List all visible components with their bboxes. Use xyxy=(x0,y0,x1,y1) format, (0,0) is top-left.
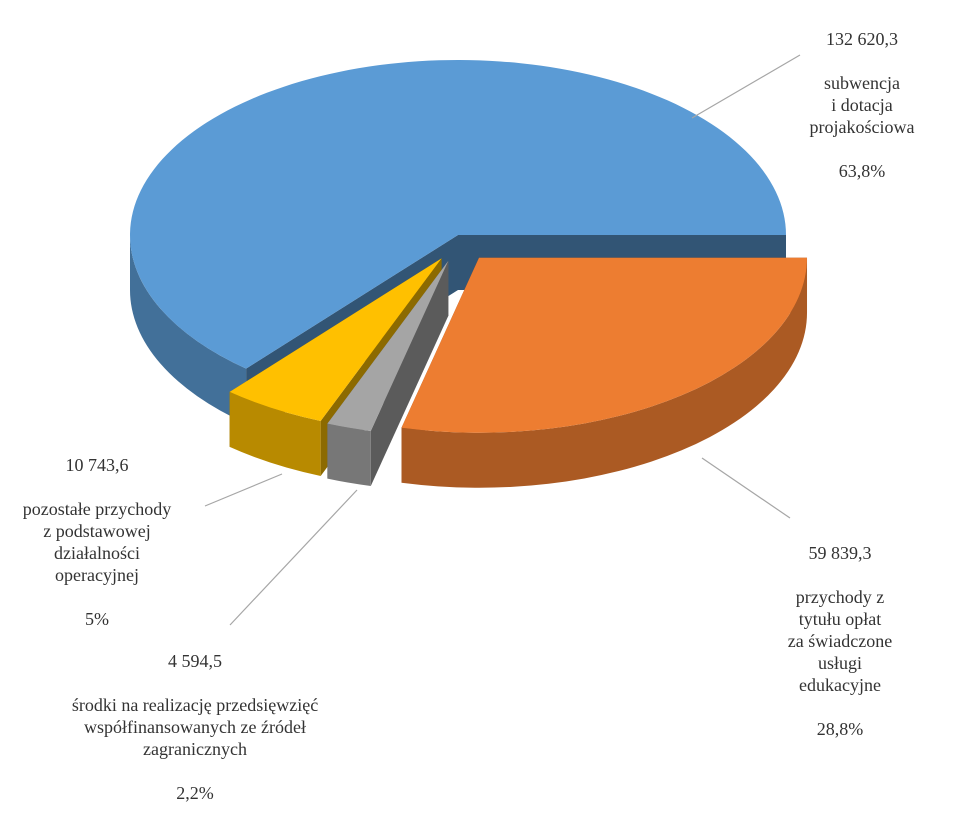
label: 4 594,5 środki na realizację przedsięwzi… xyxy=(72,628,318,826)
leader-lines xyxy=(204,54,801,626)
category-label: środki na realizację przedsięwzięć współ… xyxy=(71,695,319,759)
chart: 132 620,3 subwencja i dotacja projakości… xyxy=(23,6,915,803)
value-label: 10 743,6 xyxy=(65,455,129,475)
slices xyxy=(129,59,808,488)
pie-area xyxy=(129,54,808,626)
value-label: 59 839,3 xyxy=(808,543,872,563)
percent-label: 2,2% xyxy=(176,783,214,803)
slice xyxy=(129,59,786,369)
leader-line xyxy=(204,473,283,507)
percent-label: 5% xyxy=(84,609,109,629)
label: 59 839,3 przychody z tytułu opłat za świ… xyxy=(784,520,897,762)
label: 10 743,6 pozostałe przychody z podstawow… xyxy=(23,432,171,652)
slice-side xyxy=(401,257,808,488)
category-label: pozostałe przychody z podstawowej działa… xyxy=(22,499,172,585)
label: 132 620,3 subwencja i dotacja projakości… xyxy=(810,6,915,204)
percent-label: 63,8% xyxy=(838,161,886,181)
slice xyxy=(327,260,449,431)
slice-side xyxy=(130,235,247,424)
slice xyxy=(401,257,808,433)
slice-side xyxy=(327,423,371,486)
value-label: 132 620,3 xyxy=(826,29,898,49)
slice-wall xyxy=(370,260,449,486)
slice xyxy=(229,258,442,422)
category-label: przychody z tytułu opłat za świadczone u… xyxy=(787,587,893,695)
category-label: subwencja i dotacja projakościowa xyxy=(809,73,915,137)
leader-line xyxy=(701,457,791,519)
percent-label: 28,8% xyxy=(816,719,864,739)
leader-line xyxy=(229,489,358,626)
slice-side xyxy=(229,391,321,477)
value-label: 4 594,5 xyxy=(167,651,222,671)
leader-line xyxy=(691,54,801,119)
